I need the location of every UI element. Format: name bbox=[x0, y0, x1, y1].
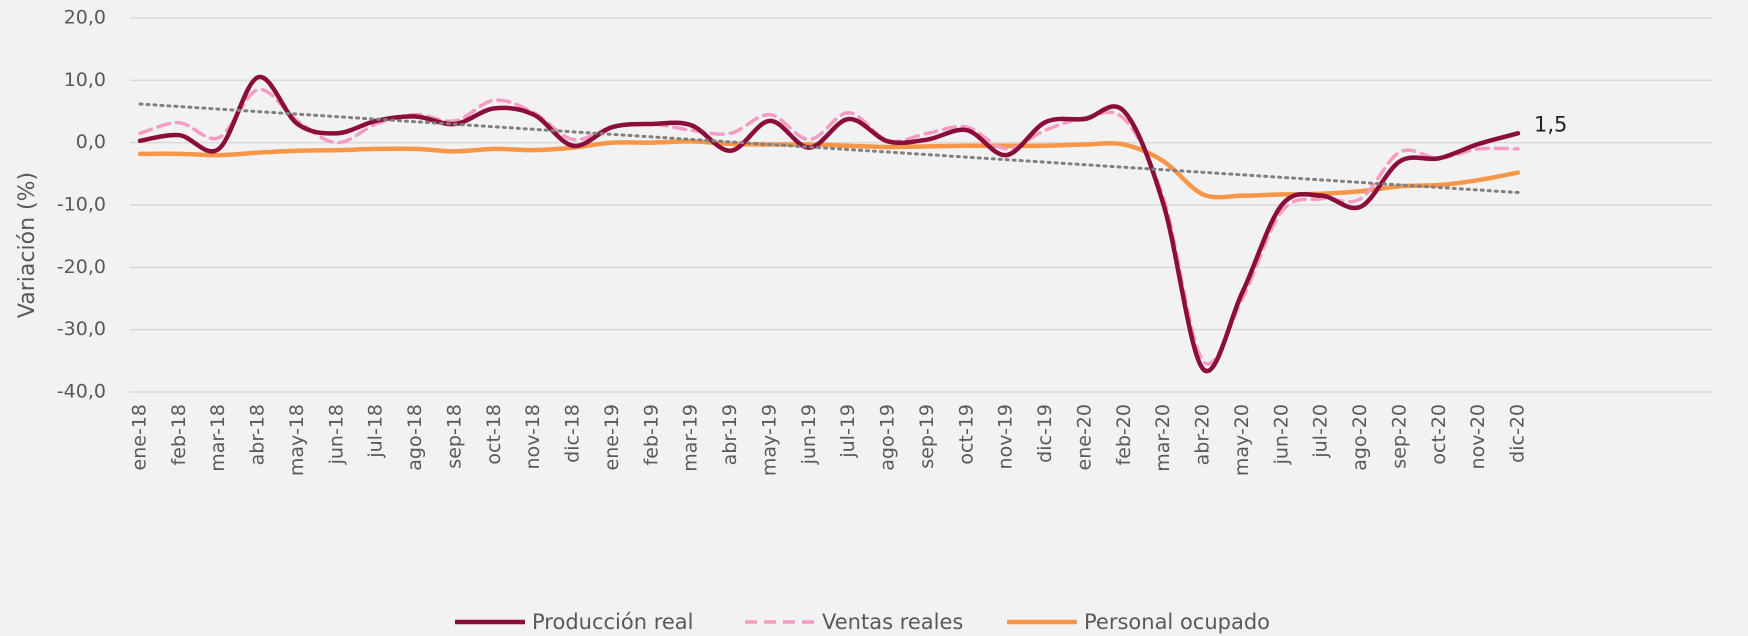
x-tick-label: may-19 bbox=[758, 404, 780, 476]
x-tick-label: nov-20 bbox=[1467, 404, 1489, 469]
x-tick-label: feb-18 bbox=[168, 404, 190, 465]
x-tick-label: oct-20 bbox=[1428, 404, 1450, 465]
y-tick-label: 10,0 bbox=[64, 69, 106, 91]
x-tick-label: mar-19 bbox=[680, 404, 702, 472]
x-tick-label: ene-19 bbox=[601, 404, 623, 470]
y-tick-label: 0,0 bbox=[76, 131, 106, 153]
y-tick-label: 20,0 bbox=[64, 7, 106, 29]
trendline bbox=[138, 102, 1520, 195]
x-tick-label: jun-20 bbox=[1270, 404, 1292, 465]
data-label: 1,5 bbox=[1534, 112, 1567, 136]
legend-label: Ventas reales bbox=[822, 610, 963, 634]
x-tick-label: jun-19 bbox=[798, 404, 820, 465]
series-line bbox=[137, 139, 1521, 200]
x-tick-label: mar-20 bbox=[1152, 404, 1174, 472]
x-tick-label: sep-19 bbox=[916, 404, 938, 469]
x-tick-label: feb-19 bbox=[640, 404, 662, 465]
x-tick-label: ago-18 bbox=[404, 404, 426, 471]
x-tick-label: sep-20 bbox=[1388, 404, 1410, 469]
y-tick-label: -30,0 bbox=[57, 318, 106, 340]
x-tick-label: abr-18 bbox=[247, 404, 269, 465]
x-tick-label: jul-19 bbox=[837, 404, 859, 459]
x-tick-label: ago-19 bbox=[877, 404, 899, 471]
x-tick-label: sep-18 bbox=[443, 404, 465, 469]
x-tick-label: feb-20 bbox=[1113, 404, 1135, 465]
x-tick-label: ago-20 bbox=[1349, 404, 1371, 471]
x-tick-label: jul-20 bbox=[1310, 404, 1332, 459]
x-tick-label: ene-18 bbox=[129, 404, 151, 470]
x-tick-label: may-18 bbox=[286, 404, 308, 476]
x-tick-label: abr-20 bbox=[1192, 404, 1214, 465]
x-tick-label: jul-18 bbox=[365, 404, 387, 459]
x-tick-label: oct-18 bbox=[483, 404, 505, 465]
series-line bbox=[138, 87, 1520, 366]
y-tick-label: -20,0 bbox=[57, 256, 106, 278]
series-line bbox=[137, 74, 1521, 374]
x-tick-label: dic-19 bbox=[1034, 404, 1056, 463]
x-tick-label: dic-20 bbox=[1507, 404, 1529, 463]
x-tick-label: jun-18 bbox=[325, 404, 347, 465]
x-tick-label: abr-19 bbox=[719, 404, 741, 465]
y-axis-label: Variación (%) bbox=[15, 172, 40, 318]
legend-label: Producción real bbox=[532, 610, 694, 634]
x-tick-label: mar-18 bbox=[207, 404, 229, 472]
x-tick-label: nov-19 bbox=[995, 404, 1017, 469]
legend-label: Personal ocupado bbox=[1084, 610, 1270, 634]
y-tick-label: -40,0 bbox=[57, 381, 106, 403]
x-tick-label: may-20 bbox=[1231, 404, 1253, 476]
x-tick-label: ene-20 bbox=[1073, 404, 1095, 470]
x-tick-label: oct-19 bbox=[955, 404, 977, 465]
x-tick-label: nov-18 bbox=[522, 404, 544, 469]
y-tick-label: -10,0 bbox=[57, 194, 106, 216]
x-tick-label: dic-18 bbox=[562, 404, 584, 463]
